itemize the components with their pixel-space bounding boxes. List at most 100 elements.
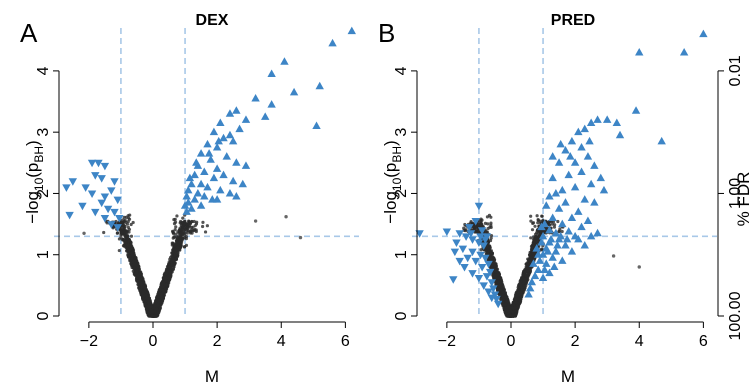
nonsignificant-point [153, 314, 157, 318]
upregulated-point [241, 115, 251, 123]
upregulated-point [551, 228, 561, 237]
upregulated-point [583, 152, 593, 160]
upregulated-point [289, 87, 299, 96]
nonsignificant-point [125, 249, 129, 253]
fdr-tick-label: 1.00 [727, 178, 744, 209]
upregulated-point [635, 48, 644, 56]
nonsignificant-point [171, 242, 175, 246]
nonsignificant-point [139, 283, 143, 287]
nonsignificant-point [182, 228, 186, 232]
nonsignificant-point [540, 247, 544, 251]
nonsignificant-point [173, 253, 177, 257]
upregulated-point [548, 213, 557, 221]
nonsignificant-point [496, 287, 500, 291]
downregulated-point [415, 230, 424, 238]
upregulated-point [196, 179, 206, 188]
upregulated-point [209, 127, 219, 136]
upregulated-point [551, 247, 561, 255]
upregulated-point [577, 222, 586, 231]
upregulated-point [232, 158, 241, 166]
upregulated-point [184, 185, 193, 194]
upregulated-point [551, 188, 561, 197]
nonsignificant-point [126, 214, 130, 218]
x-tick-label: 2 [213, 333, 222, 350]
upregulated-point [529, 259, 538, 267]
downregulated-point [468, 248, 477, 257]
nonsignificant-point [153, 303, 157, 307]
nonsignificant-point [501, 284, 505, 288]
upregulated-point [574, 127, 583, 136]
scatter-points [62, 26, 356, 318]
nonsignificant-point [178, 239, 182, 243]
nonsignificant-point [122, 215, 126, 219]
nonsignificant-point [134, 271, 139, 275]
upregulated-point [564, 226, 573, 235]
nonsignificant-point [193, 227, 197, 232]
nonsignificant-point [529, 236, 533, 240]
nonsignificant-point [533, 232, 538, 236]
nonsignificant-point [145, 307, 149, 311]
y-tick-label: 0 [35, 311, 52, 320]
nonsignificant-point [502, 288, 506, 292]
nonsignificant-point [519, 283, 523, 288]
upregulated-point [251, 93, 260, 102]
nonsignificant-point [147, 310, 151, 315]
outlier-point [611, 254, 616, 258]
upregulated-point [219, 170, 228, 179]
upregulated-point [193, 188, 203, 197]
nonsignificant-point [139, 277, 143, 281]
nonsignificant-point [529, 219, 533, 223]
nonsignificant-point [558, 227, 562, 231]
nonsignificant-point [518, 290, 523, 294]
nonsignificant-point [516, 305, 520, 309]
nonsignificant-point [119, 235, 123, 239]
downregulated-point [484, 260, 493, 269]
nonsignificant-point [519, 297, 523, 301]
upregulated-point [280, 57, 289, 65]
nonsignificant-point [157, 310, 161, 314]
nonsignificant-point [170, 263, 174, 267]
upregulated-point [212, 142, 222, 151]
nonsignificant-point [160, 282, 164, 286]
nonsignificant-point [145, 297, 149, 301]
nonsignificant-point [128, 254, 132, 259]
upregulated-point [556, 139, 565, 148]
downregulated-point [100, 214, 110, 223]
nonsignificant-point [172, 248, 176, 252]
upregulated-point [190, 195, 199, 203]
upregulated-point [580, 124, 589, 133]
upregulated-point [548, 253, 557, 261]
upregulated-point [187, 179, 196, 188]
nonsignificant-point [167, 262, 171, 266]
nonsignificant-point [489, 256, 493, 260]
nonsignificant-point [525, 274, 529, 278]
nonsignificant-point [168, 270, 173, 275]
upregulated-point [238, 179, 247, 188]
nonsignificant-point [493, 264, 497, 268]
upregulated-point [574, 207, 583, 215]
nonsignificant-point [171, 258, 176, 263]
upregulated-point [602, 115, 612, 123]
nonsignificant-point [530, 228, 535, 232]
outlier-point [298, 235, 303, 240]
nonsignificant-point [518, 300, 522, 304]
upregulated-point [586, 231, 596, 240]
nonsignificant-point [174, 256, 178, 261]
downregulated-point [474, 202, 484, 211]
nonsignificant-point [135, 276, 139, 280]
nonsignificant-point [185, 226, 189, 230]
nonsignificant-point [154, 307, 158, 311]
nonsignificant-point [489, 225, 493, 229]
upregulated-point [542, 259, 551, 267]
nonsignificant-point [129, 222, 133, 227]
upregulated-point [570, 182, 580, 191]
nonsignificant-point [175, 248, 179, 252]
upregulated-point [228, 136, 238, 145]
upregulated-point [615, 130, 625, 139]
downregulated-point [481, 236, 490, 244]
nonsignificant-point [490, 265, 494, 270]
upregulated-point [596, 173, 605, 182]
nonsignificant-point [121, 218, 125, 222]
outlier-point [637, 265, 641, 269]
nonsignificant-point [200, 224, 205, 229]
